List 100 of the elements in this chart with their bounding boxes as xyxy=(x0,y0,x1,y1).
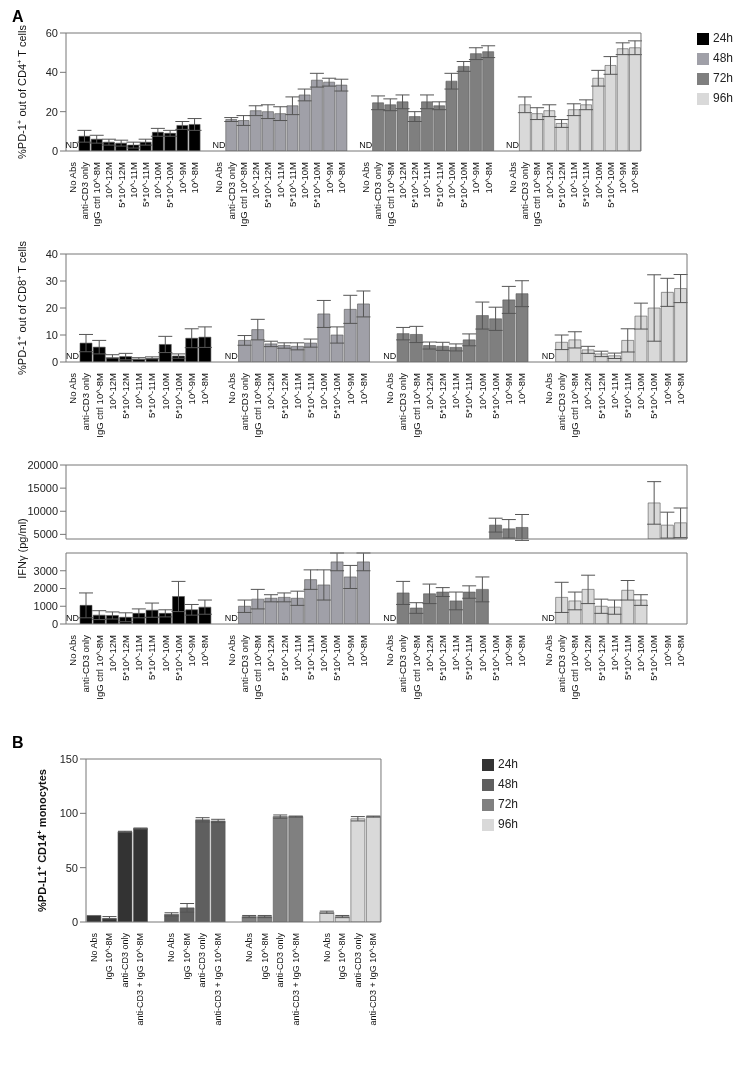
x-tick-label: anti-CD3 only xyxy=(238,634,250,693)
x-tick-label: 10^-9M xyxy=(186,634,198,667)
legend-label: 72h xyxy=(712,71,733,85)
x-tick-label: 5*10^-11M xyxy=(580,161,592,207)
x-tick-label: anti-CD3 only xyxy=(238,372,250,431)
x-tick-label: 10^-11M xyxy=(291,634,303,671)
x-tick-label: 5*10^-12M xyxy=(278,372,290,419)
x-tick-label: 5*10^-10M xyxy=(604,161,616,208)
x-tick-label: 10^-11M xyxy=(608,634,620,671)
x-tick-label: 10^-8M xyxy=(188,161,200,194)
x-tick-label: 10^-12M xyxy=(103,161,115,199)
x-tick-label: 10^-10M xyxy=(476,634,488,672)
x-tick-label: No Abs xyxy=(542,634,554,666)
x-tick-label: IgG 10^-8M xyxy=(259,933,270,980)
x-tick-label: 10^-9M xyxy=(503,372,515,405)
x-tick-label: anti-CD3 only xyxy=(519,161,531,220)
x-tick-label: IgG ctrl 10^-8M xyxy=(93,372,105,438)
x-tick-label: 5*10^-11M xyxy=(433,161,445,207)
x-tick-label: 10^-9M xyxy=(344,634,356,667)
y-tick-label: 5000 xyxy=(33,528,58,541)
x-tick-label: anti-CD3 only xyxy=(78,161,90,220)
legend-label: 24h xyxy=(497,757,518,771)
text: ND xyxy=(506,140,520,150)
x-tick-label: 5*10^-10M xyxy=(164,161,176,208)
legend-label: 48h xyxy=(497,777,518,791)
x-tick-label: 5*10^-11M xyxy=(463,634,475,680)
x-tick-label: 5*10^-12M xyxy=(437,634,449,681)
x-tick-label: 10^-12M xyxy=(106,372,118,410)
x-tick-label: IgG 10^-8M xyxy=(337,933,348,980)
x-tick-label: 5*10^-10M xyxy=(172,372,184,419)
x-tick-label: anti-CD3 + IgG 10^-8M xyxy=(290,933,301,1026)
x-tick-label: No Abs xyxy=(360,161,372,193)
x-tick-label: 10^-9M xyxy=(323,161,335,194)
x-tick-label: anti-CD3 only xyxy=(80,372,92,431)
x-tick-label: IgG ctrl 10^-8M xyxy=(252,372,264,438)
x-tick-label: 5*10^-11M xyxy=(140,161,152,207)
x-tick-label: 10^-9M xyxy=(661,372,673,405)
x-tick-label: 5*10^-10M xyxy=(172,634,184,681)
x-tick-label: 10^-8M xyxy=(629,161,641,194)
x-tick-label: 10^-10M xyxy=(635,372,647,410)
y-tick-label: 40 xyxy=(45,247,58,260)
x-tick-label: 10^-12M xyxy=(265,634,277,672)
x-tick-label: 10^-12M xyxy=(423,634,435,672)
x-tick-label: No Abs xyxy=(542,372,554,404)
x-tick-label: 10^-10M xyxy=(445,161,457,199)
x-tick-label: anti-CD3 only xyxy=(555,634,567,693)
x-tick-label: anti-CD3 only xyxy=(119,932,130,988)
x-tick-label: 10^-8M xyxy=(335,161,347,194)
x-tick-label: 5*10^-10M xyxy=(311,161,323,208)
x-tick-label: anti-CD3 only xyxy=(352,932,363,988)
y-tick-label: 100 xyxy=(59,807,78,820)
x-tick-label: 10^-10M xyxy=(159,634,171,672)
y-tick-label: 0 xyxy=(51,355,58,368)
x-tick-label: 10^-11M xyxy=(450,634,462,671)
x-tick-label: anti-CD3 only xyxy=(372,161,384,220)
x-tick-label: 10^-12M xyxy=(582,372,594,410)
text: ND xyxy=(212,140,226,150)
x-tick-label: 10^-10M xyxy=(592,161,604,199)
x-tick-label: No Abs xyxy=(166,932,177,963)
x-tick-label: 10^-9M xyxy=(617,161,629,194)
x-tick-label: 5*10^-12M xyxy=(437,372,449,419)
x-tick-label: 10^-10M xyxy=(635,634,647,672)
x-tick-label: No Abs xyxy=(88,932,99,963)
x-tick-label: anti-CD3 only xyxy=(275,932,286,988)
x-tick-label: IgG 10^-8M xyxy=(181,933,192,980)
x-tick-label: 5*10^-10M xyxy=(331,372,343,419)
x-tick-label: 10^-12M xyxy=(106,634,118,672)
x-tick-label: IgG ctrl 10^-8M xyxy=(237,161,249,227)
chart-title: A xyxy=(11,8,25,25)
y-tick-label: 30 xyxy=(45,274,58,287)
x-tick-label: 10^-11M xyxy=(127,161,139,198)
x-tick-label: 5*10^-12M xyxy=(595,372,607,419)
x-tick-label: No Abs xyxy=(225,634,237,666)
x-tick-label: 5*10^-11M xyxy=(146,634,158,680)
x-tick-label: anti-CD3 only xyxy=(555,372,567,431)
y-tick-label: 15000 xyxy=(27,482,58,495)
y-tick-label: 150 xyxy=(59,752,78,765)
y-axis-title: IFNγ (pg/ml) xyxy=(16,518,28,579)
text: ND xyxy=(541,351,555,361)
x-tick-label: anti-CD3 only xyxy=(225,161,237,220)
y-tick-label: 3000 xyxy=(33,564,58,577)
x-tick-label: No Abs xyxy=(225,372,237,404)
x-tick-label: 5*10^-11M xyxy=(463,372,475,418)
x-tick-label: 10^-9M xyxy=(186,372,198,405)
x-tick-label: 5*10^-10M xyxy=(458,161,470,208)
text: ND xyxy=(359,140,373,150)
x-tick-label: 5*10^-12M xyxy=(555,161,567,208)
x-tick-label: 10^-12M xyxy=(250,161,262,199)
x-tick-label: 5*10^-11M xyxy=(286,161,298,207)
x-tick-label: 10^-11M xyxy=(421,161,433,198)
x-tick-label: 10^-12M xyxy=(396,161,408,199)
y-tick-label: 2000 xyxy=(33,582,58,595)
x-tick-label: anti-CD3 only xyxy=(80,634,92,693)
y-tick-label: 20000 xyxy=(27,458,58,471)
x-tick-label: 5*10^-12M xyxy=(595,634,607,681)
x-tick-label: 5*10^-10M xyxy=(331,634,343,681)
x-tick-label: No Abs xyxy=(67,372,79,404)
x-tick-label: 5*10^-10M xyxy=(489,372,501,419)
x-tick-label: 10^-10M xyxy=(152,161,164,199)
text: ND xyxy=(541,613,555,623)
